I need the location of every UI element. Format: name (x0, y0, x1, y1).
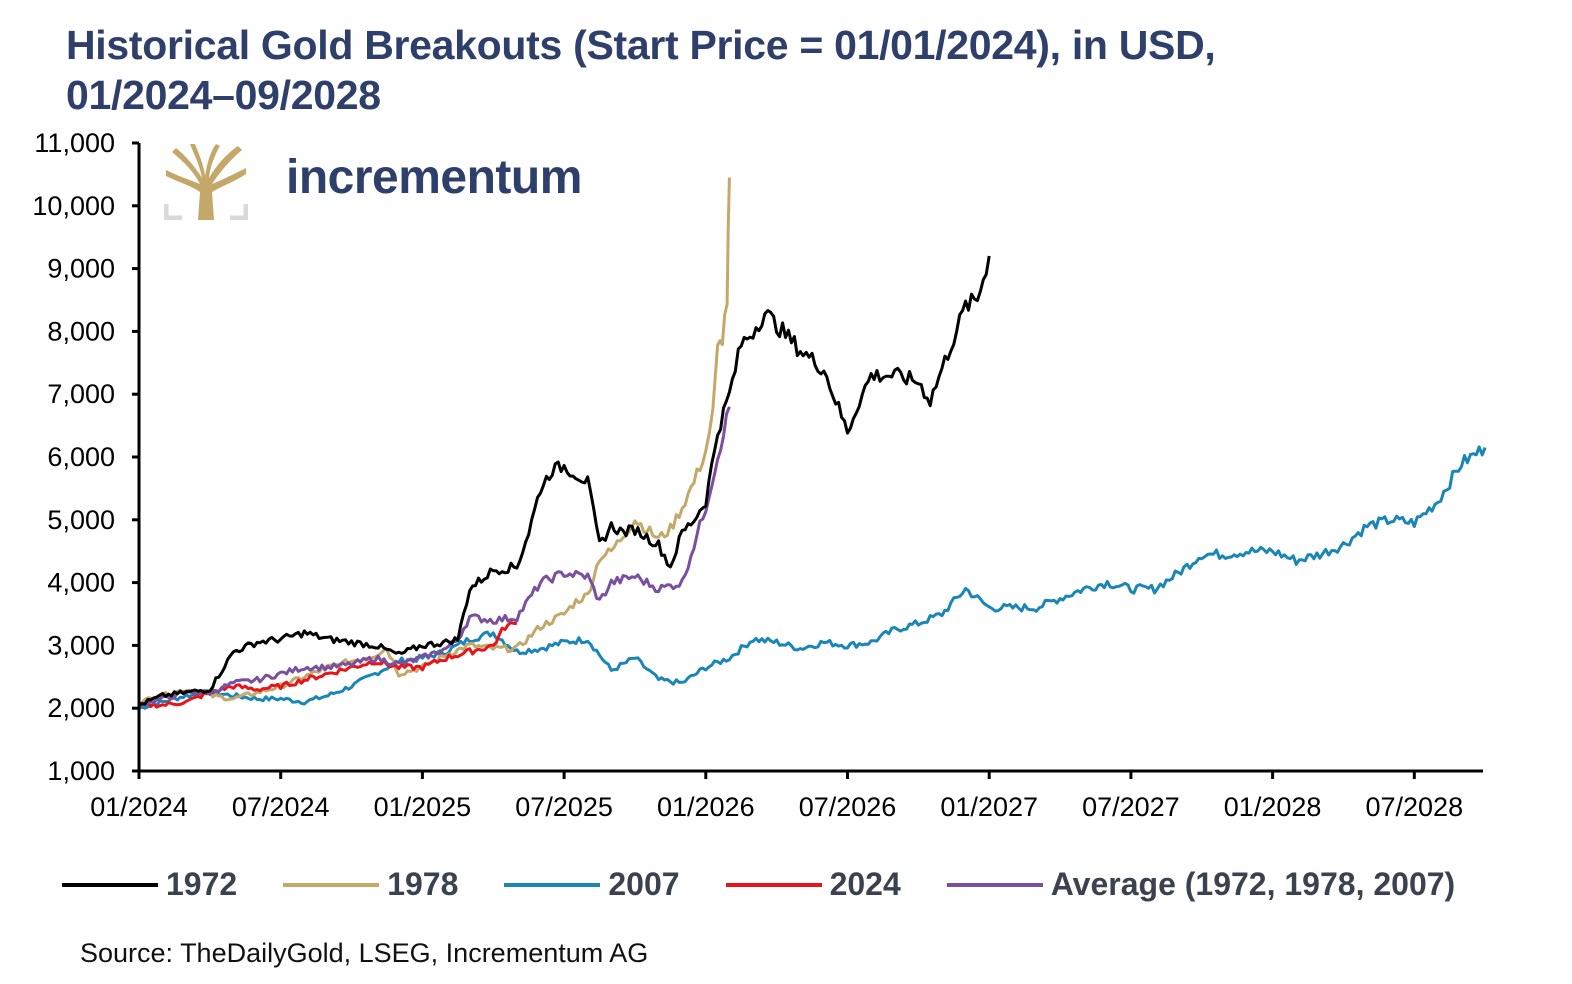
y-tick-label: 1,000 (47, 756, 115, 786)
x-tick-label: 07/2027 (1082, 792, 1180, 822)
y-tick-label: 10,000 (32, 191, 115, 221)
x-tick-label: 01/2025 (374, 792, 472, 822)
series-layer (137, 177, 1487, 710)
x-tick-label: 07/2026 (799, 792, 897, 822)
x-tick-label: 01/2026 (657, 792, 755, 822)
series-line-2007 (138, 445, 1487, 710)
y-tick-label: 6,000 (47, 442, 115, 472)
series-line-2024 (138, 621, 517, 709)
legend-item: 1972 (62, 866, 237, 903)
x-tick-label: 01/2024 (90, 792, 188, 822)
legend-label: 2007 (608, 866, 680, 902)
series-line-average (137, 406, 731, 709)
chart-title: Historical Gold Breakouts (Start Price =… (66, 20, 1216, 120)
legend-label: Average (1972, 1978, 2007) (1050, 866, 1456, 902)
legend-item: 2007 (504, 866, 680, 903)
y-tick-label: 2,000 (47, 693, 115, 723)
x-tick-label: 07/2024 (232, 792, 330, 822)
legend-label: 1978 (387, 866, 459, 902)
legend-swatch (946, 882, 1043, 887)
legend-swatch (283, 882, 380, 887)
y-tick-label: 4,000 (47, 568, 115, 598)
legend-swatch (504, 882, 601, 887)
series-line-1972 (138, 255, 991, 707)
x-tick-label: 01/2028 (1224, 792, 1322, 822)
chart-title-line-1: Historical Gold Breakouts (Start Price =… (66, 22, 1216, 68)
legend-item: 1978 (283, 866, 458, 903)
chart-title-line-2: 01/2024–09/2028 (66, 72, 381, 118)
chart-legend: 1972 1978 2007 2024 Average (1972, 1978, 200… (62, 866, 1501, 903)
y-tick-label: 8,000 (47, 316, 115, 346)
x-tick-label: 07/2025 (515, 792, 613, 822)
tree-logo-icon (164, 144, 248, 220)
legend-swatch (62, 882, 158, 887)
y-tick-label: 3,000 (47, 630, 115, 660)
y-tick-label: 7,000 (47, 379, 115, 409)
y-tick-label: 9,000 (47, 254, 115, 284)
line-chart: 1,000 2,000 3,000 4,000 5,000 6,000 7,000 8,000… (32, 128, 1487, 822)
series-line-1978 (138, 177, 731, 706)
y-tick-label: 5,000 (47, 505, 115, 535)
x-tick-label: 01/2027 (940, 792, 1038, 822)
legend-item: Average (1972, 1978, 2007) (946, 866, 1456, 903)
legend-swatch (725, 882, 822, 887)
source-note: Source: TheDailyGold, LSEG, Incrementum … (80, 938, 649, 968)
y-tick-label: 11,000 (34, 128, 115, 158)
brand-name: incrementum (286, 151, 582, 204)
legend-label: 1972 (166, 866, 238, 902)
legend-item: 2024 (725, 866, 901, 903)
axes-layer: 1,000 2,000 3,000 4,000 5,000 6,000 7,000 8,000… (32, 128, 1483, 822)
x-tick-label: 07/2028 (1365, 792, 1463, 822)
legend-label: 2024 (829, 866, 901, 902)
